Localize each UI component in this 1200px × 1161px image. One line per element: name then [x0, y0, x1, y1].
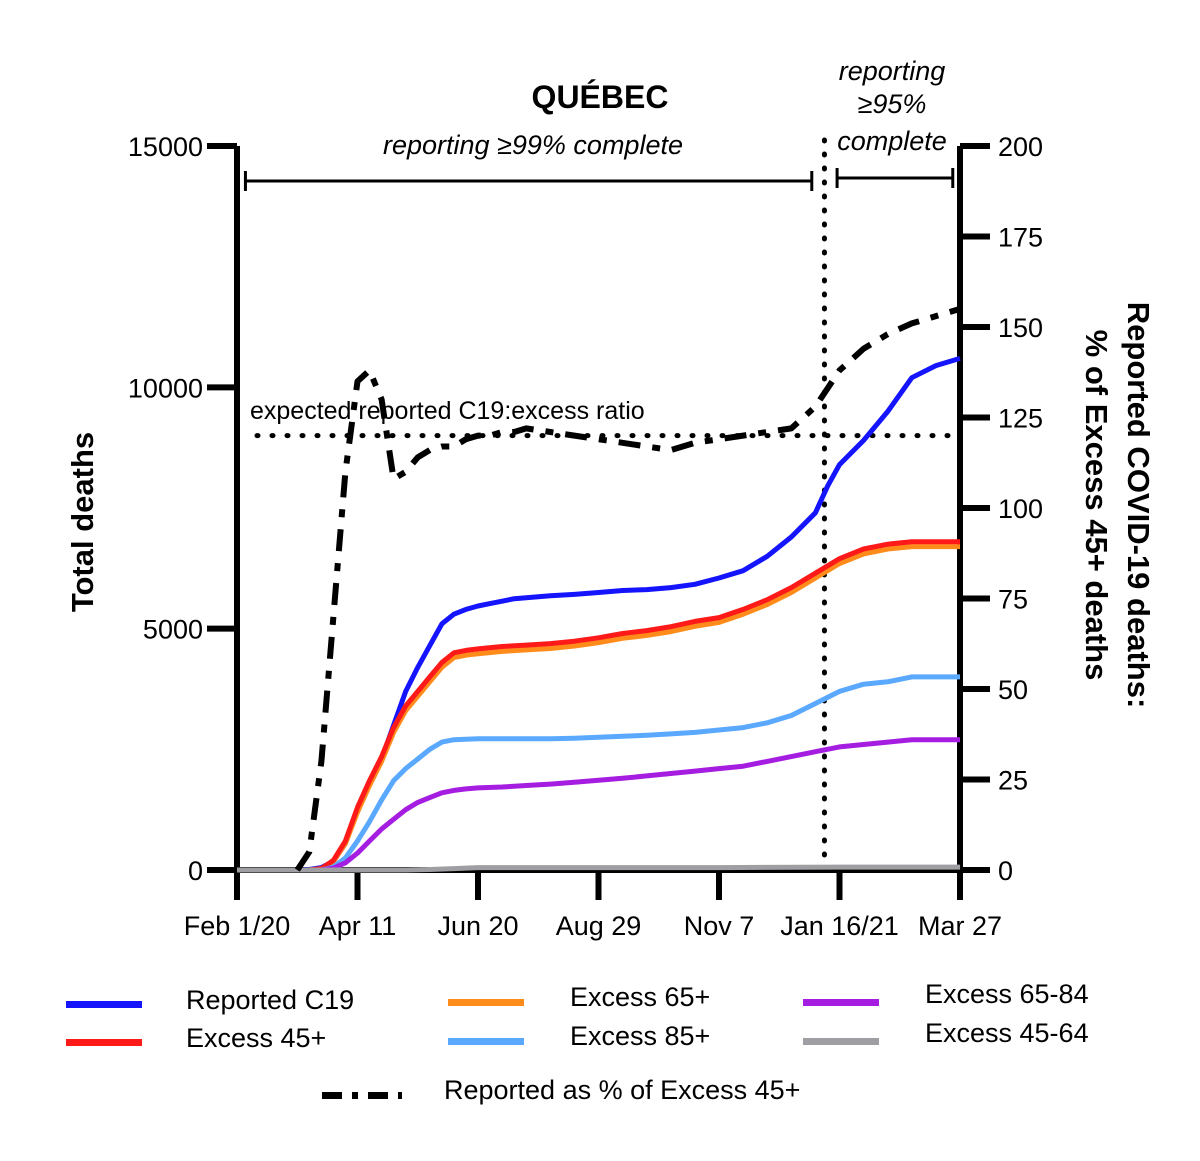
x-tick-label: Feb 1/20 [184, 911, 291, 941]
y-left-tick-label: 15000 [128, 132, 203, 162]
y-right-tick-label: 175 [998, 223, 1043, 253]
chart: 0 5000 10000 15000 0 25 50 75 100 125 150 175 200 Feb… [65, 56, 1156, 941]
legend-item-excess-45-plus: Excess 45+ [66, 1023, 326, 1053]
x-tick-label: Aug 29 [556, 911, 642, 941]
legend-label: Excess 65-84 [925, 979, 1089, 1009]
period2-label-line3: complete [837, 126, 947, 156]
legend-label: Excess 85+ [570, 1021, 711, 1051]
y-left-tick-label: 0 [188, 856, 203, 886]
legend-swatch [448, 1038, 524, 1045]
y-right-tick-label: 50 [998, 675, 1028, 705]
y-left-tick-label: 10000 [128, 373, 203, 403]
y-axis-right-title-line1: Reported COVID-19 deaths: [1121, 302, 1156, 709]
y-left-tick-label: 5000 [143, 615, 203, 645]
y-right-tick-label: 200 [998, 132, 1043, 162]
legend-label: Excess 45+ [186, 1023, 327, 1053]
legend-label: Excess 65+ [570, 982, 711, 1012]
legend-swatch [66, 1039, 142, 1046]
x-tick-label: Nov 7 [684, 911, 755, 941]
legend-item-excess-65-84: Excess 65-84 [803, 979, 1089, 1009]
series-excess-65-84 [237, 737, 960, 873]
legend-label: Reported C19 [186, 985, 355, 1015]
x-tick-label: Jun 20 [437, 911, 518, 941]
legend-label: Excess 45-64 [925, 1018, 1089, 1048]
y-axis-right-title-line2: % of Excess 45+ deaths [1079, 330, 1114, 681]
legend-item-excess-85-plus: Excess 85+ [448, 1021, 710, 1051]
legend-swatch-dashed [322, 1092, 402, 1099]
y-right-tick-label: 150 [998, 313, 1043, 343]
legend-item-reported-c19: Reported C19 [66, 985, 354, 1015]
series-excess-65 [237, 544, 960, 873]
x-tick-label: Mar 27 [918, 911, 1002, 941]
legend-swatch [448, 999, 524, 1006]
legend: Reported C19 Excess 45+ Excess 65+ Exces… [0, 979, 1200, 1125]
period2-label-line1: reporting [839, 56, 946, 86]
series-excess-45-64 [237, 864, 960, 873]
y-right-tick-label: 25 [998, 766, 1028, 796]
chart-marks: 0 5000 10000 15000 0 25 50 75 100 125 150 175 200 Feb… [65, 56, 1156, 941]
legend-item-excess-65-plus: Excess 65+ [448, 982, 710, 1012]
series-excess-45 [237, 539, 960, 873]
legend-swatch [803, 1038, 879, 1045]
y-right-tick-label: 0 [998, 856, 1013, 886]
legend-item-excess-45-64: Excess 45-64 [803, 1018, 1089, 1048]
expected-ratio-label: expected reported C19:excess ratio [250, 397, 645, 425]
x-tick-label: Jan 16/21 [780, 911, 899, 941]
x-tick-label: Apr 11 [319, 911, 397, 941]
chart-title: QUÉBEC [532, 79, 669, 115]
legend-swatch [66, 1001, 142, 1008]
series-excess-85 [237, 674, 960, 873]
y-right-tick-label: 125 [998, 404, 1043, 434]
legend-swatch [803, 999, 879, 1006]
y-right-tick-label: 75 [998, 585, 1028, 615]
series-reported-as-of-excess-45 [294, 306, 961, 872]
period1-label: reporting ≥99% complete [383, 130, 683, 160]
period2-label-line2: ≥95% [858, 89, 927, 119]
legend-item-reported-pct: Reported as % of Excess 45+ [322, 1075, 800, 1105]
y-axis-left-title: Total deaths [65, 432, 100, 612]
y-right-tick-label: 100 [998, 494, 1043, 524]
legend-label: Reported as % of Excess 45+ [444, 1075, 801, 1105]
